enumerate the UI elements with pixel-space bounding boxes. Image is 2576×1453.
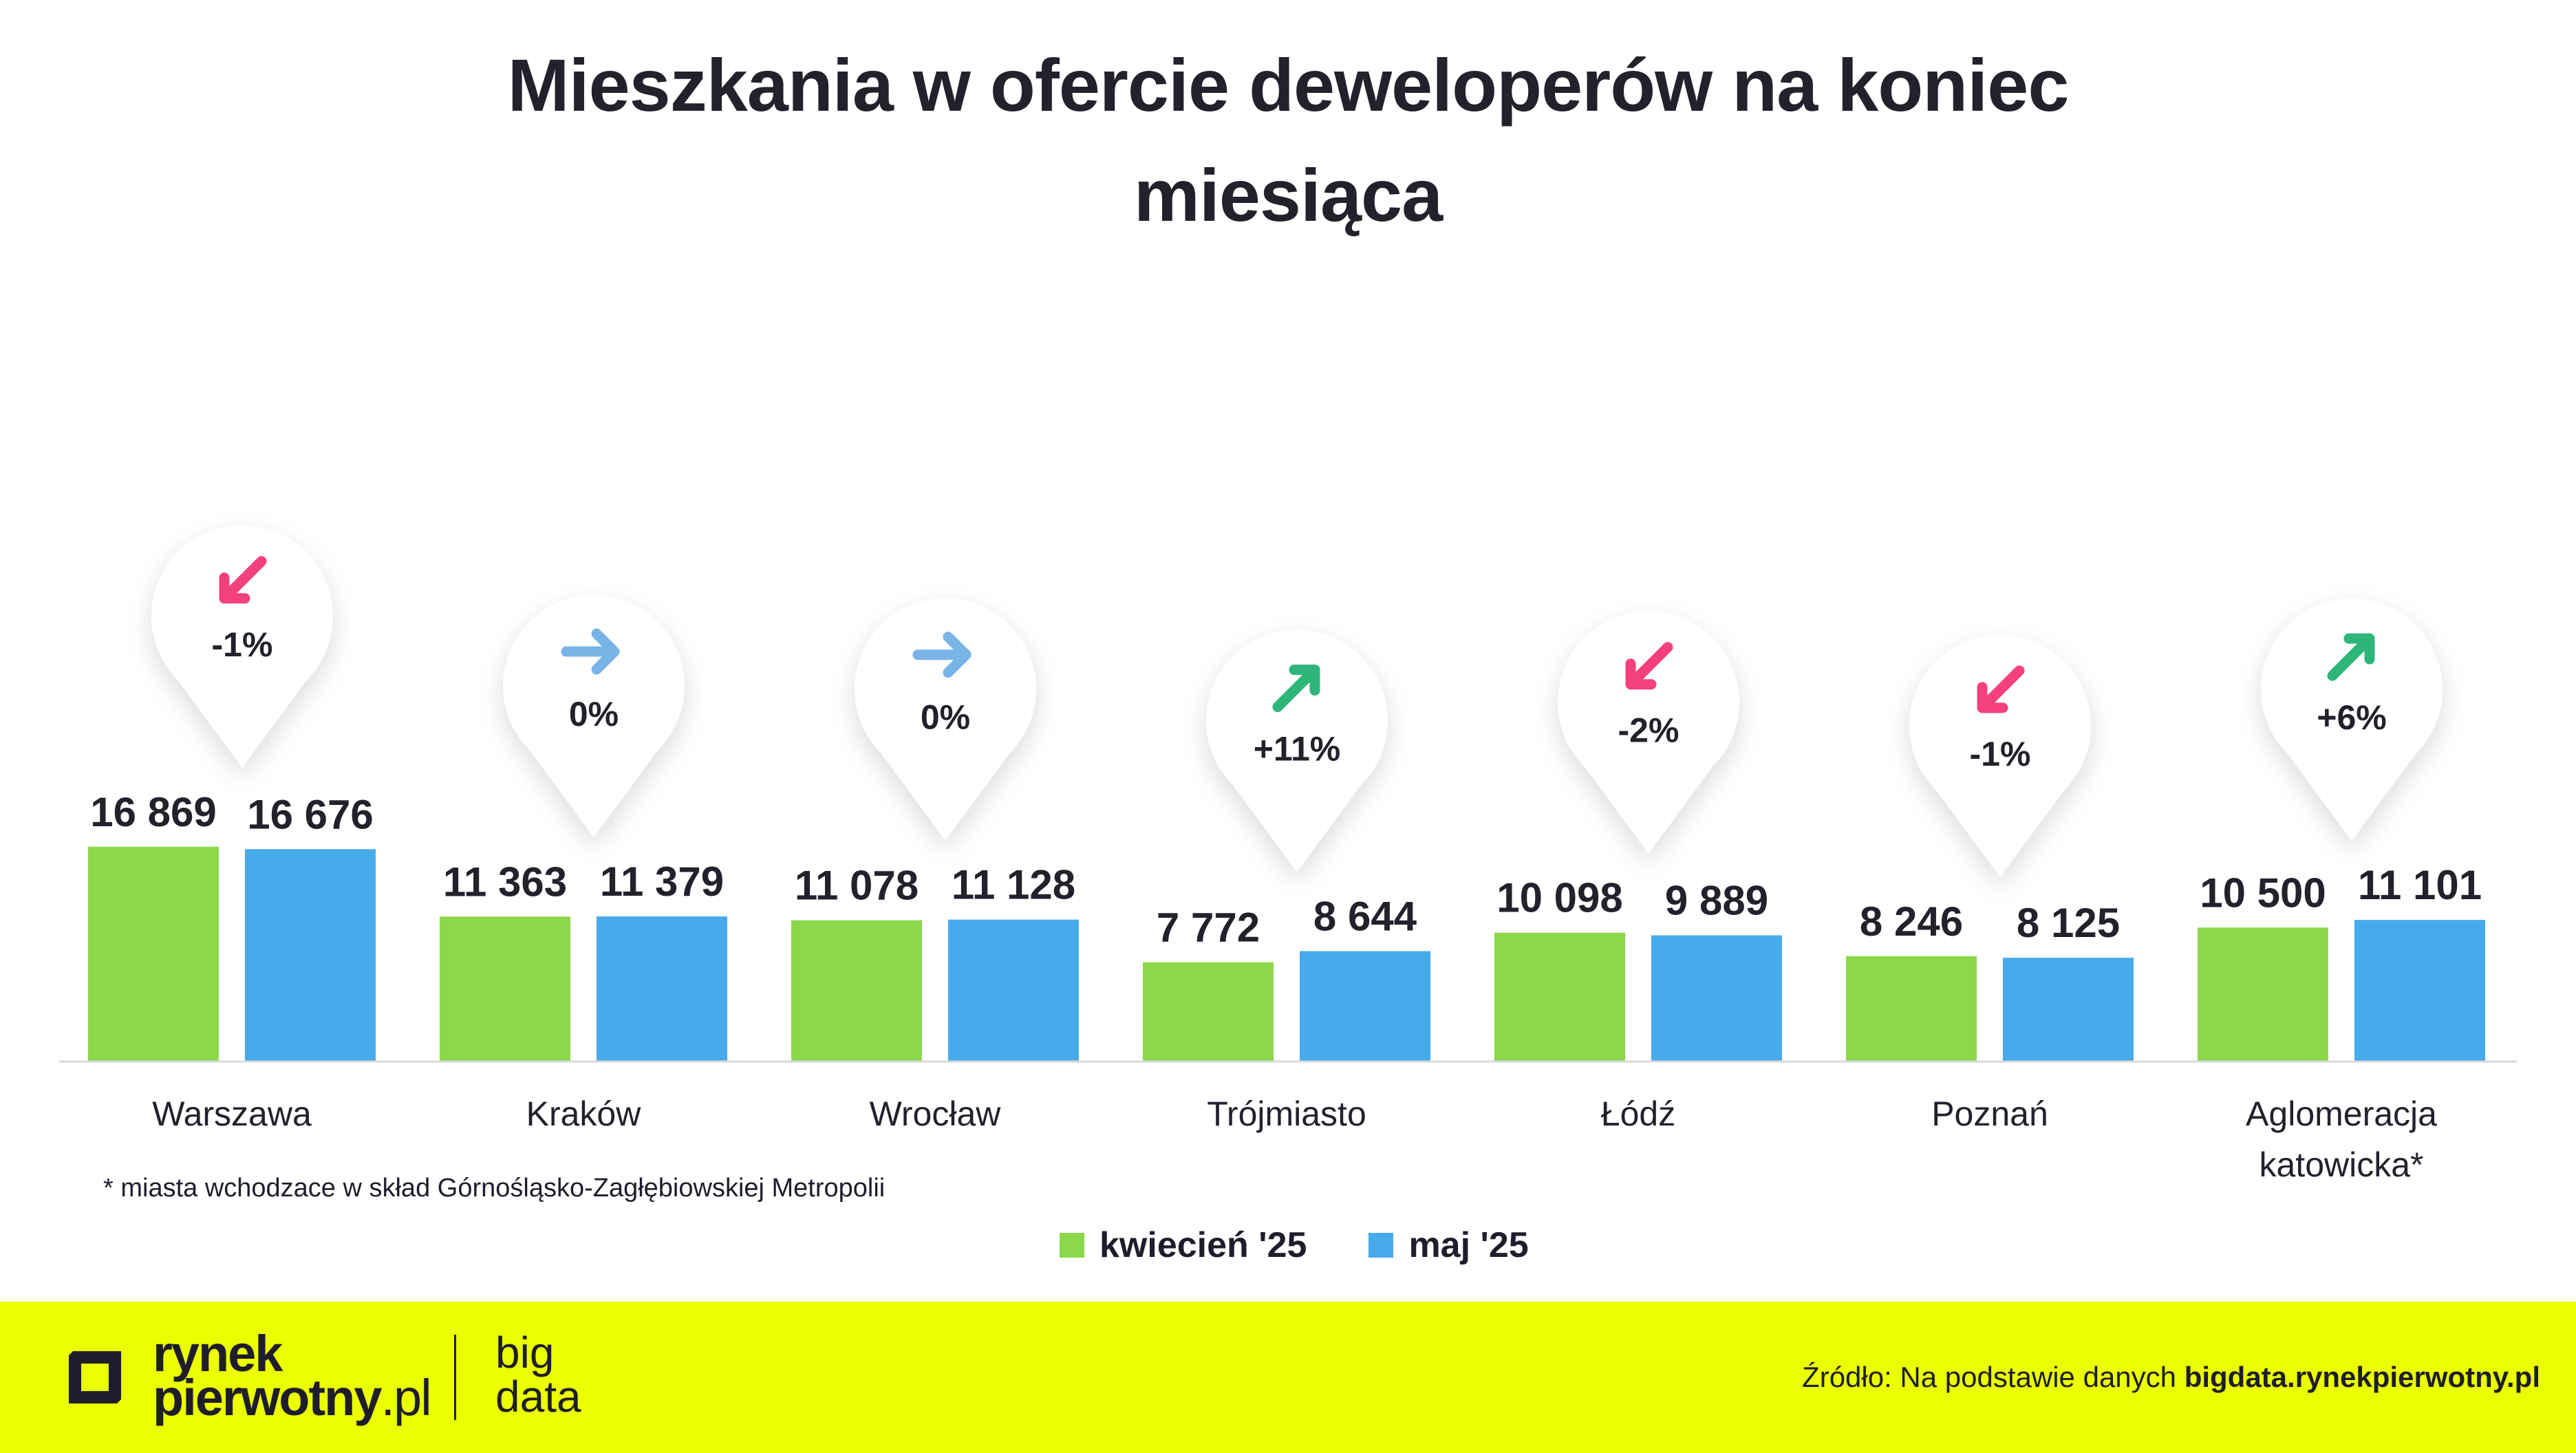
data-label-april-0: 16 869 (90, 789, 217, 835)
chart-title-line-1: Mieszkania w ofercie deweloperów na koni… (507, 43, 2070, 127)
change-label-0: -1% (212, 625, 273, 664)
bar-may-4 (1651, 935, 1782, 1061)
change-marker-4 (1558, 611, 1739, 854)
bar-april-4 (1494, 932, 1625, 1061)
source-link[interactable]: bigdata.rynekpierwotny.pl (2184, 1361, 2540, 1393)
legend: kwiecień '25 maj '25 (1060, 1225, 1529, 1266)
data-label-april-4: 10 098 (1496, 875, 1623, 921)
footnote: * miasta wchodzace w skład Górnośląsko-Z… (103, 1174, 886, 1203)
source-note: Źródło: Na podstawie danych bigdata.ryne… (1802, 1361, 2540, 1394)
chart-title: Mieszkania w ofercie deweloperów na koni… (206, 30, 2370, 250)
x-tick-label-2: Wrocław (870, 1095, 1002, 1133)
change-marker-2 (855, 598, 1037, 841)
x-axis-labels: Warszawa Kraków Wrocław Trójmiasto Łódź Pozna… (152, 1095, 2437, 1184)
arrow-down-icon (1625, 642, 1673, 690)
x-tick-label-4: Łódź (1601, 1095, 1675, 1133)
bar-april-2 (791, 920, 922, 1061)
data-label-may-1: 11 379 (600, 859, 724, 905)
logo-sub-line-1: big (495, 1328, 555, 1377)
data-label-april-6: 10 500 (2200, 870, 2326, 916)
bars: 16 869 16 676 11 363 11 379 11 078 11 128 7 77… (88, 789, 2485, 1061)
data-label-april-3: 7 772 (1157, 905, 1260, 951)
arrow-down-icon (1977, 665, 2025, 713)
data-label-april-5: 8 246 (1860, 898, 1963, 945)
arrow-flat-icon (561, 628, 620, 675)
x-tick-label-0: Warszawa (152, 1095, 312, 1133)
bar-april-3 (1143, 962, 1274, 1061)
change-label-1: 0% (569, 695, 619, 733)
legend-swatch-april (1060, 1233, 1084, 1258)
legend-item-april: kwiecień '25 (1060, 1225, 1307, 1266)
bar-may-5 (2003, 958, 2134, 1061)
data-label-may-0: 16 676 (247, 791, 374, 837)
logo-divider (454, 1335, 456, 1420)
data-label-may-2: 11 128 (952, 862, 1075, 908)
arrow-flat-icon (912, 632, 972, 678)
footer-bar: rynek pierwotny.pl big data Źródło: Na p… (0, 1302, 2576, 1453)
logo-line-1: rynek (153, 1325, 283, 1382)
legend-label-may: maj '25 (1408, 1225, 1529, 1265)
bar-april-0 (88, 846, 219, 1061)
rynekpierwotny-logo-icon (69, 1351, 121, 1403)
legend-item-may: maj '25 (1368, 1225, 1529, 1266)
arrow-up-icon (1272, 665, 1320, 713)
arrow-down-icon (219, 556, 267, 604)
logo-suffix: .pl (380, 1369, 431, 1426)
x-tick-label-3: Trójmiasto (1207, 1095, 1366, 1133)
bar-may-3 (1300, 951, 1430, 1061)
data-label-april-1: 11 363 (443, 859, 567, 905)
change-label-4: -2% (1618, 711, 1679, 750)
change-marker-0 (151, 525, 334, 768)
change-markers: -1% 0% 0% +11% -2% -1% +6% (151, 525, 2443, 877)
bar-may-1 (597, 916, 727, 1061)
x-tick-label-6-line-0: Aglomeracja (2246, 1095, 2437, 1133)
change-marker-5 (1909, 634, 2091, 877)
change-marker-1 (503, 595, 685, 838)
source-prefix: Źródło: Na podstawie danych (1802, 1361, 2185, 1393)
logo-line-2: pierwotny (153, 1369, 382, 1426)
bar-april-1 (440, 916, 570, 1061)
change-marker-3 (1206, 629, 1388, 872)
logo-bigdata: big data (495, 1331, 581, 1419)
chart-title-line-2: miesiąca (1133, 153, 1443, 237)
bar-april-5 (1846, 956, 1977, 1061)
x-tick-label-1: Kraków (526, 1095, 642, 1133)
change-label-6: +6% (2317, 698, 2386, 737)
logo-sub-line-2: data (495, 1372, 581, 1421)
change-label-3: +11% (1254, 730, 1341, 768)
logo-wordmark: rynek pierwotny.pl (153, 1325, 432, 1423)
data-label-may-6: 11 101 (2358, 862, 2482, 908)
change-marker-6 (2261, 599, 2443, 841)
bar-may-6 (2354, 920, 2485, 1061)
data-label-may-4: 9 889 (1665, 878, 1768, 924)
data-label-may-3: 8 644 (1313, 894, 1417, 940)
bar-may-0 (245, 849, 376, 1061)
data-label-april-2: 11 078 (795, 863, 919, 909)
data-label-may-5: 8 125 (2017, 900, 2120, 946)
bar-may-2 (948, 919, 1079, 1061)
change-label-2: 0% (921, 698, 970, 737)
x-tick-label-5: Poznań (1931, 1095, 2048, 1133)
x-tick-label-6-line-1: katowicka* (2260, 1145, 2424, 1184)
legend-label-april: kwiecień '25 (1099, 1225, 1307, 1265)
bar-april-6 (2198, 927, 2328, 1061)
legend-swatch-may (1368, 1233, 1394, 1258)
arrow-up-icon (2327, 633, 2375, 681)
change-label-5: -1% (1970, 735, 2031, 773)
